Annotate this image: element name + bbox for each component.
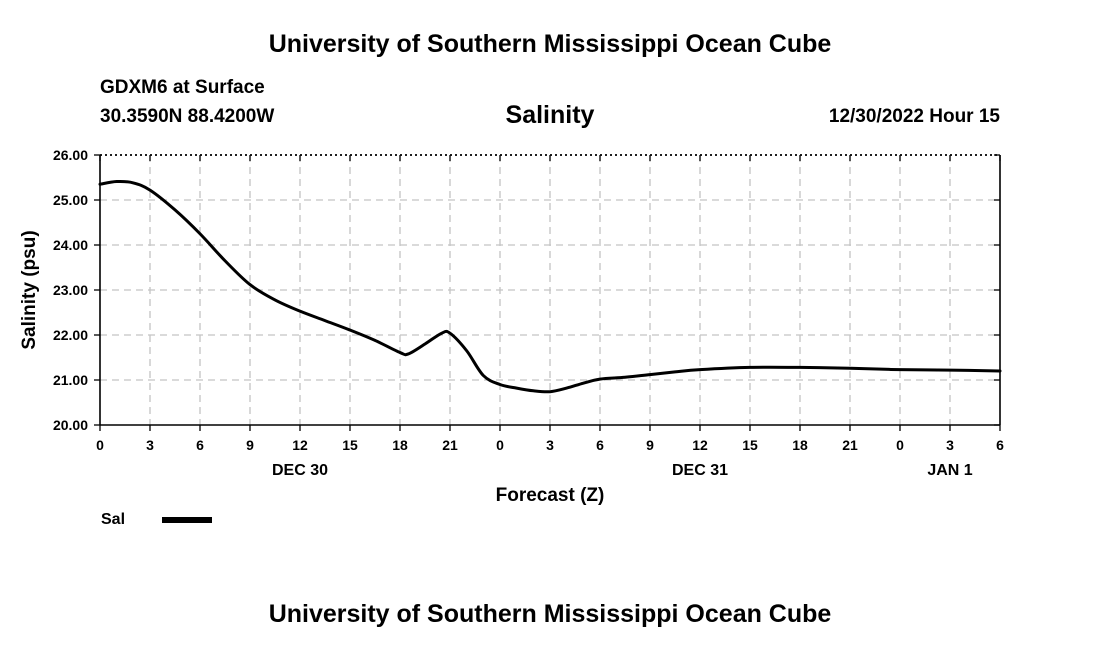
x-tick-label: 15: [742, 437, 758, 453]
axes: [94, 154, 1001, 431]
date-label: DEC 30: [272, 462, 328, 479]
x-tick-label: 6: [196, 437, 204, 453]
y-tick-label: 26.00: [53, 147, 88, 163]
y-tick-label: 22.00: [53, 327, 88, 343]
x-tick-label: 3: [546, 437, 554, 453]
y-tick-label: 23.00: [53, 282, 88, 298]
x-tick-label: 0: [496, 437, 504, 453]
page-title: University of Southern Mississippi Ocean…: [268, 30, 832, 58]
datetime-label: 12/30/2022 Hour 15: [828, 106, 1000, 127]
chart-title: Salinity: [505, 101, 595, 129]
y-tick-label: 21.00: [53, 372, 88, 388]
series-layer: [98, 179, 1002, 394]
x-axis-title: Forecast (Z): [496, 485, 605, 506]
legend-swatch: [162, 517, 212, 523]
x-tick-label: 9: [246, 437, 254, 453]
x-tick-label: 21: [842, 437, 858, 453]
x-tick-label: 12: [692, 437, 708, 453]
x-tick-label: 21: [442, 437, 458, 453]
x-tick-label: 0: [96, 437, 104, 453]
x-tick-label: 3: [946, 437, 954, 453]
axis-labels: 0 3 6 9 12 15 18 21 0 3 6 9 12 15 18 21 0 3 6 20.00 21.00 22.…: [19, 147, 1004, 506]
y-tick-label: 25.00: [53, 192, 88, 208]
series-line-sal: [98, 179, 1002, 394]
y-tick-label: 20.00: [53, 417, 88, 433]
x-tick-label: 12: [292, 437, 308, 453]
station-label: GDXM6 at Surface: [100, 77, 265, 98]
date-label: JAN 1: [927, 462, 972, 479]
x-tick-label: 18: [392, 437, 408, 453]
x-tick-label: 18: [792, 437, 808, 453]
x-tick-label: 6: [996, 437, 1004, 453]
grid: [100, 155, 1000, 425]
legend-label: Sal: [101, 511, 126, 528]
x-tick-label: 9: [646, 437, 654, 453]
x-tick-label: 6: [596, 437, 604, 453]
y-axis-title: Salinity (psu): [19, 230, 40, 349]
x-tick-label: 0: [896, 437, 904, 453]
footer-title: University of Southern Mississippi Ocean…: [268, 600, 832, 628]
coordinates-label: 30.3590N 88.4200W: [100, 106, 275, 127]
x-tick-label: 3: [146, 437, 154, 453]
x-tick-label: 15: [342, 437, 358, 453]
date-label: DEC 31: [672, 462, 728, 479]
y-tick-label: 24.00: [53, 237, 88, 253]
